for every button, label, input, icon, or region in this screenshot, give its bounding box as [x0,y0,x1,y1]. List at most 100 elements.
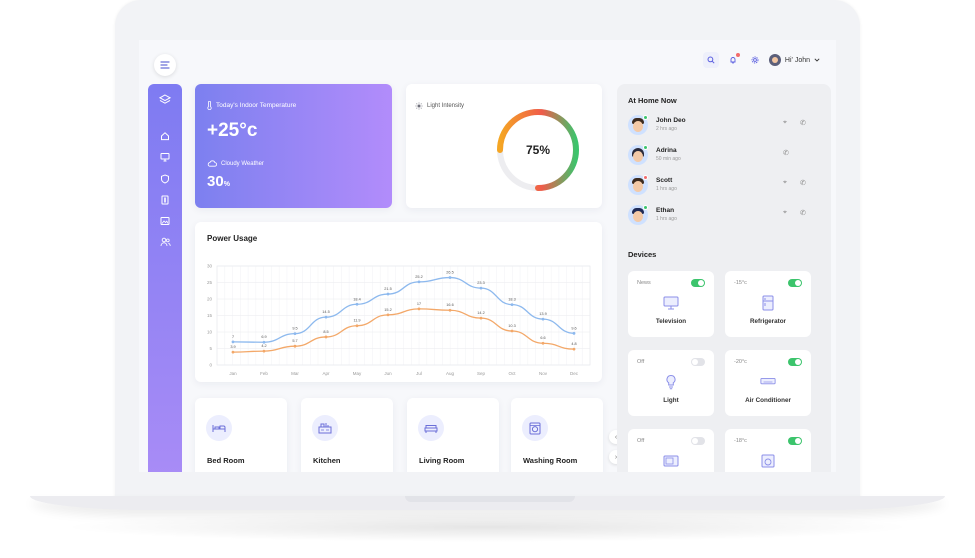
search-button[interactable] [702,52,719,68]
data-label: 4.8 [571,342,576,346]
person-time: 50 min ago [656,156,681,162]
device-card-light[interactable]: Off Light [628,350,714,416]
room-label: Washing Room [523,456,578,465]
status-dot [643,175,648,180]
notification-button[interactable] [725,52,741,68]
location-icon[interactable]: ⌖ [783,119,787,126]
humidity-value: 30% [207,173,230,190]
gear-icon [751,56,759,64]
y-tick-label: 10 [207,330,213,335]
device-toggle[interactable] [691,437,705,445]
device-card-microwave[interactable]: Off [628,429,714,472]
room-label: Kitchen [313,456,341,465]
series-point [448,308,452,312]
avatar [628,205,648,225]
room-icon-wrap [312,415,338,441]
person-row[interactable]: Adrina 50 min ago ✆ [628,144,820,166]
humidity-number: 30 [207,173,224,190]
settings-button[interactable] [747,52,763,68]
x-tick-label: Feb [260,371,268,376]
sidebar-item-gallery[interactable] [159,215,171,227]
user-menu[interactable]: Hi' John [768,54,820,66]
series-point [510,303,514,307]
room-card-bedroom[interactable]: Bed Room [195,398,287,472]
device-toggle[interactable] [691,279,705,287]
sidebar-logo[interactable] [159,94,171,106]
temperature-card: Today's Indoor Temperature +25°c Cloudy … [195,84,392,208]
fridge-icon [762,295,774,311]
room-label: Bed Room [207,456,245,465]
device-state: Off [637,438,645,444]
sidebar-item-home[interactable] [159,130,171,142]
device-icon-wrap [760,374,776,390]
header-actions: Hi' John [702,52,820,68]
device-toggle[interactable] [691,358,705,366]
person-row[interactable]: John Deo 2 hrs ago ⌖ ✆ [628,114,820,136]
location-icon[interactable]: ⌖ [783,179,787,186]
person-row[interactable]: Ethan 1 hrs ago ⌖ ✆ [628,204,820,226]
series-point [386,313,390,317]
sidebar-item-devices[interactable] [159,151,171,163]
at-home-title: At Home Now [628,96,677,105]
room-card-washing-room[interactable]: Washing Room [511,398,603,472]
sidebar-item-rooms[interactable] [159,194,171,206]
series-point [355,324,359,328]
device-card-refrigerator[interactable]: -15°c Refrigerator [725,271,811,337]
series-point [417,280,421,284]
data-label: 15.2 [384,308,391,312]
device-icon-wrap [663,295,679,311]
phone-icon[interactable]: ✆ [800,180,806,187]
person-name: John Deo [656,117,686,124]
cloud-icon [207,160,217,167]
series-point [510,329,514,333]
chevron-left-icon: ‹ [614,433,618,441]
room-card-living-room[interactable]: Living Room [407,398,499,472]
room-card-kitchen[interactable]: Kitchen [301,398,393,472]
dashboard-screen: Hi' John [139,40,836,472]
device-name: Refrigerator [749,318,787,325]
humidity-unit: % [223,181,230,188]
room-label: Living Room [419,456,465,465]
location-icon[interactable]: ⌖ [783,209,787,216]
data-label: 14.2 [477,311,484,315]
device-toggle[interactable] [788,358,802,366]
x-tick-label: Jun [384,371,392,376]
device-icon-wrap [760,453,776,469]
data-label: 13.9 [539,312,546,316]
device-icon-wrap [760,295,776,311]
device-toggle[interactable] [788,279,802,287]
search-icon [707,56,715,64]
chevron-right-icon: › [614,453,618,461]
phone-icon[interactable]: ✆ [783,150,789,157]
status-dot [643,145,648,150]
sidebar-item-security[interactable] [159,173,171,185]
series-point [541,341,545,345]
device-toggle[interactable] [788,437,802,445]
weather-label: Cloudy Weather [221,160,264,167]
temperature-title-row: Today's Indoor Temperature [207,101,296,110]
x-tick-label: Mar [291,371,299,376]
weather-row: Cloudy Weather [207,160,264,167]
room-icon-wrap [522,415,548,441]
series-point [231,340,235,344]
data-label: 18.3 [508,298,515,302]
y-tick-label: 0 [209,363,212,368]
phone-icon[interactable]: ✆ [800,210,806,217]
device-card-air-conditioner[interactable]: -20°c Air Conditioner [725,350,811,416]
device-icon-wrap [663,374,679,390]
device-card-television[interactable]: News Television [628,271,714,337]
light-intensity-card: Light Intensity 75% [406,84,602,208]
data-label: 21.5 [384,287,391,291]
person-row[interactable]: Scott 1 hrs ago ⌖ ✆ [628,174,820,196]
device-name: Air Conditioner [745,397,791,404]
menu-button[interactable] [154,54,176,76]
temperature-title: Today's Indoor Temperature [216,102,297,109]
data-label: 23.3 [477,281,484,285]
person-name: Ethan [656,207,675,214]
series-point [417,307,421,311]
data-label: 5.7 [292,339,297,343]
avatar [768,54,781,66]
phone-icon[interactable]: ✆ [800,120,806,127]
device-card-washer[interactable]: -18°c [725,429,811,472]
sidebar-item-users[interactable] [159,236,171,248]
